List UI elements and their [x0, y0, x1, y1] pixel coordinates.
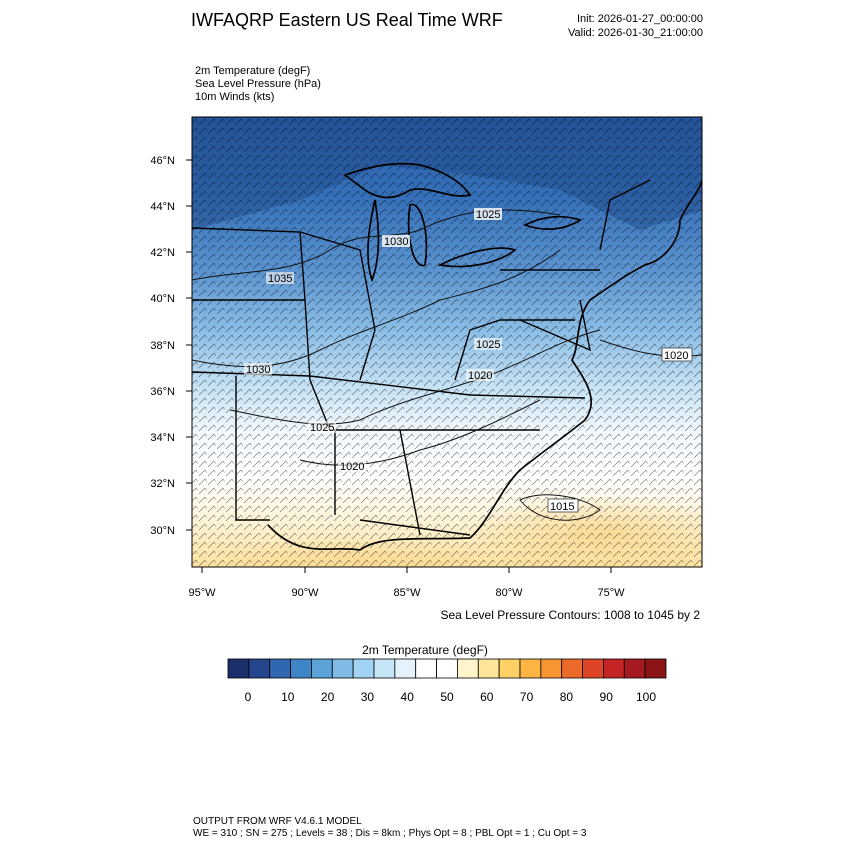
wind-barbs — [192, 117, 702, 567]
contour-note: Sea Level Pressure Contours: 1008 to 104… — [440, 608, 701, 622]
colorbar-swatch — [582, 658, 604, 679]
lon-tick-labels: 95°W 90°W 85°W 80°W 75°W — [188, 587, 625, 599]
colorbar-swatch — [603, 658, 625, 679]
colorbar-tick-label: 70 — [520, 690, 534, 704]
colorbar-swatch — [352, 658, 375, 679]
lat-label: 42°N — [150, 247, 175, 259]
coastlines-and-lakes — [267, 162, 702, 551]
isobar-label: 1020 — [468, 370, 492, 382]
colorbar-swatch — [519, 658, 542, 679]
colorbar-tick-label: 100 — [636, 690, 656, 704]
lat-label: 46°N — [150, 155, 175, 167]
valid-time: Valid: 2026-01-30_21:00:00 — [568, 27, 703, 39]
colorbar-swatch — [248, 658, 271, 679]
colorbar-swatch — [477, 658, 500, 679]
state-borders — [192, 179, 651, 536]
colorbar-tick-label: 0 — [245, 690, 252, 704]
colorbar-swatch — [290, 658, 312, 679]
colorbar-labels: 0 10 20 30 40 50 60 70 80 90 100 — [245, 690, 657, 704]
lon-label: 85°W — [393, 587, 421, 599]
isobar-label-group: 1025 1030 1035 1030 1025 1020 1025 1020 … — [244, 208, 693, 513]
colorbar — [227, 658, 667, 679]
lon-label: 80°W — [495, 587, 523, 599]
lat-ticks — [186, 159, 192, 531]
colorbar-swatch — [644, 658, 667, 679]
colorbar-swatch — [373, 658, 396, 679]
map-plot-area: 1025 1030 1035 1030 1025 1020 1025 1020 … — [192, 117, 702, 567]
colorbar-swatch — [498, 658, 521, 679]
lat-label: 34°N — [150, 432, 175, 444]
init-time: Init: 2026-01-27_00:00:00 — [577, 13, 703, 25]
colorbar-swatch — [436, 658, 458, 679]
isobar-label: 1030 — [384, 236, 408, 248]
lat-label: 44°N — [150, 201, 175, 213]
colorbar-tick-label: 80 — [560, 690, 574, 704]
colorbar-tick-label: 40 — [401, 690, 415, 704]
colorbar-tick-label: 20 — [321, 690, 335, 704]
model-footer: OUTPUT FROM WRF V4.6.1 MODEL — [193, 816, 362, 827]
colorbar-swatch — [311, 658, 333, 679]
colorbar-tick-label: 90 — [600, 690, 614, 704]
colorbar-swatch — [415, 658, 437, 679]
field-label-temperature: 2m Temperature (degF) — [195, 65, 311, 77]
model-config-footer: WE = 310 ; SN = 275 ; Levels = 38 ; Dis … — [193, 828, 587, 839]
colorbar-swatch — [561, 658, 583, 679]
lat-label: 30°N — [150, 525, 175, 537]
map-frame — [191, 116, 703, 568]
lat-tick-labels: 46°N 44°N 42°N 40°N 38°N 36°N 34°N 32°N … — [150, 155, 175, 537]
colorbar-swatch — [394, 658, 417, 679]
colorbar-title: 2m Temperature (degF) — [362, 643, 488, 657]
isobar-label: 1015 — [550, 501, 574, 513]
colorbar-tick-label: 50 — [440, 690, 454, 704]
isobar-label: 1020 — [340, 461, 364, 473]
lat-label: 32°N — [150, 478, 175, 490]
isobar-label: 1025 — [476, 339, 500, 351]
lon-label: 90°W — [291, 587, 319, 599]
lon-label: 75°W — [597, 587, 625, 599]
colorbar-swatch — [269, 658, 291, 679]
map-title: IWFAQRP Eastern US Real Time WRF — [191, 10, 503, 30]
colorbar-tick-label: 10 — [281, 690, 295, 704]
isobar-label: 1030 — [246, 364, 270, 376]
isobar-label: 1035 — [268, 273, 292, 285]
field-label-pressure: Sea Level Pressure (hPa) — [195, 78, 321, 90]
colorbar-swatch — [457, 658, 479, 679]
isobar-label: 1020 — [664, 350, 688, 362]
colorbar-tick-label: 30 — [361, 690, 375, 704]
colorbar-swatch — [540, 658, 563, 679]
isobar-label: 1025 — [310, 422, 334, 434]
colorbar-swatch — [623, 658, 646, 679]
lon-label: 95°W — [188, 587, 216, 599]
lat-label: 38°N — [150, 340, 175, 352]
lat-label: 36°N — [150, 386, 175, 398]
colorbar-swatch — [227, 658, 250, 679]
colorbar-tick-label: 60 — [480, 690, 494, 704]
field-label-winds: 10m Winds (kts) — [195, 91, 275, 103]
lon-ticks — [201, 567, 612, 573]
isobar-label: 1025 — [476, 209, 500, 221]
colorbar-swatch — [331, 658, 354, 679]
lat-label: 40°N — [150, 293, 175, 305]
